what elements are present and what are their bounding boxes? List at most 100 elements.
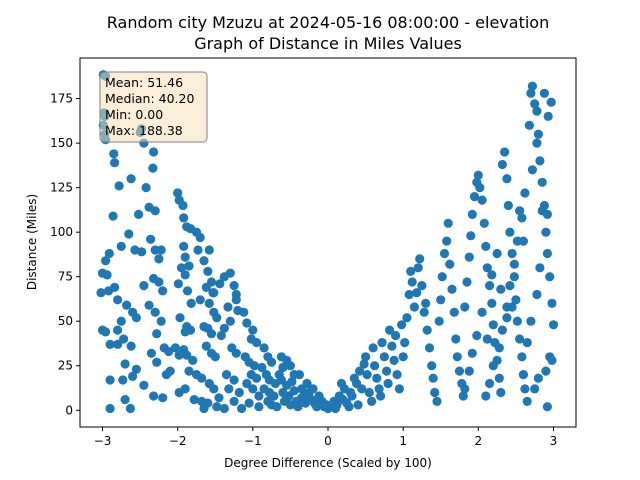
data-point-9 xyxy=(114,181,124,191)
y-tick-label: 0 xyxy=(65,403,73,417)
x-tick-label: 2 xyxy=(474,434,482,448)
data-point-150 xyxy=(239,307,249,317)
data-point-335 xyxy=(517,213,527,223)
data-point-241 xyxy=(385,325,395,335)
data-point-24 xyxy=(113,295,123,305)
data-point-321 xyxy=(535,156,545,166)
data-point-60 xyxy=(139,281,149,291)
y-axis-label: Distance (Miles) xyxy=(25,194,39,290)
data-point-174 xyxy=(269,391,279,401)
data-point-139 xyxy=(231,295,241,305)
data-point-327 xyxy=(547,298,557,308)
data-point-266 xyxy=(432,396,442,406)
data-point-177 xyxy=(272,402,282,412)
data-point-344 xyxy=(481,391,491,401)
stats-min: Min: 0.00 xyxy=(105,107,163,122)
data-point-38 xyxy=(105,375,115,385)
data-point-31 xyxy=(101,327,111,337)
data-point-227 xyxy=(359,359,369,369)
data-point-338 xyxy=(505,281,515,291)
data-point-274 xyxy=(447,284,457,294)
data-point-79 xyxy=(179,241,189,251)
data-point-23 xyxy=(110,282,120,292)
data-point-13 xyxy=(104,248,114,259)
data-point-355 xyxy=(533,373,544,383)
data-point-104 xyxy=(195,232,205,243)
data-point-283 xyxy=(464,252,474,262)
data-point-133 xyxy=(229,281,239,291)
data-point-268 xyxy=(436,295,446,305)
data-point-320 xyxy=(533,129,544,139)
data-point-224 xyxy=(353,400,363,410)
data-point-76 xyxy=(179,213,189,223)
data-point-236 xyxy=(376,391,386,401)
data-point-18 xyxy=(124,229,134,239)
data-point-260 xyxy=(421,298,431,308)
data-point-361 xyxy=(522,338,532,348)
data-point-306 xyxy=(507,248,517,259)
data-point-368 xyxy=(487,270,497,280)
data-point-225 xyxy=(355,366,365,376)
data-point-346 xyxy=(472,330,482,341)
data-point-112 xyxy=(195,295,205,305)
chart-title-line2: Graph of Distance in Miles Values xyxy=(194,34,462,53)
data-point-364 xyxy=(507,302,517,312)
y-axis-ticks: 0 25 50 75 100 125 150 175 xyxy=(50,92,80,417)
data-point-108 xyxy=(203,266,213,276)
points-layer xyxy=(96,70,559,414)
data-point-239 xyxy=(382,366,392,376)
data-point-107 xyxy=(204,245,214,255)
data-point-231 xyxy=(367,396,377,406)
data-point-152 xyxy=(248,325,258,335)
data-point-353 xyxy=(547,355,557,365)
data-point-14 xyxy=(101,256,111,266)
data-point-70 xyxy=(158,393,168,403)
data-point-238 xyxy=(379,352,389,362)
data-point-311 xyxy=(517,352,527,362)
data-point-228 xyxy=(361,352,371,362)
data-point-295 xyxy=(487,298,497,308)
data-point-157 xyxy=(249,361,259,371)
data-point-52 xyxy=(150,206,160,216)
data-point-284 xyxy=(466,231,476,241)
data-point-291 xyxy=(479,218,489,228)
data-point-91 xyxy=(170,343,180,353)
data-point-356 xyxy=(530,384,540,394)
data-point-237 xyxy=(377,338,387,348)
data-point-125 xyxy=(214,393,224,403)
data-point-254 xyxy=(409,302,419,312)
x-tick-label: −2 xyxy=(169,434,187,448)
data-point-25 xyxy=(122,300,132,310)
data-point-322 xyxy=(537,177,547,187)
data-point-253 xyxy=(407,277,417,287)
data-point-27 xyxy=(131,313,141,323)
y-tick-label: 175 xyxy=(50,92,73,106)
data-point-269 xyxy=(437,272,447,282)
data-point-113 xyxy=(204,298,214,308)
data-point-90 xyxy=(180,327,190,337)
stats-box-background xyxy=(99,71,208,143)
data-point-299 xyxy=(494,373,504,383)
data-point-124 xyxy=(209,384,219,394)
data-point-281 xyxy=(460,302,470,312)
data-point-187 xyxy=(289,386,299,396)
data-point-230 xyxy=(364,387,374,398)
data-point-232 xyxy=(368,343,378,353)
data-point-208 xyxy=(297,393,307,403)
data-point-162 xyxy=(254,391,264,401)
data-point-53 xyxy=(146,234,156,244)
data-point-233 xyxy=(370,361,380,371)
data-point-313 xyxy=(520,384,530,394)
data-point-132 xyxy=(225,268,235,278)
data-point-115 xyxy=(212,313,222,323)
data-point-250 xyxy=(402,313,412,323)
data-point-160 xyxy=(242,378,252,389)
data-point-20 xyxy=(137,247,147,257)
data-point-72 xyxy=(165,366,175,376)
data-point-243 xyxy=(389,355,399,365)
data-point-50 xyxy=(148,163,158,173)
data-point-289 xyxy=(475,183,485,193)
data-point-310 xyxy=(515,334,525,344)
data-point-349 xyxy=(460,384,470,394)
data-point-163 xyxy=(244,398,254,408)
